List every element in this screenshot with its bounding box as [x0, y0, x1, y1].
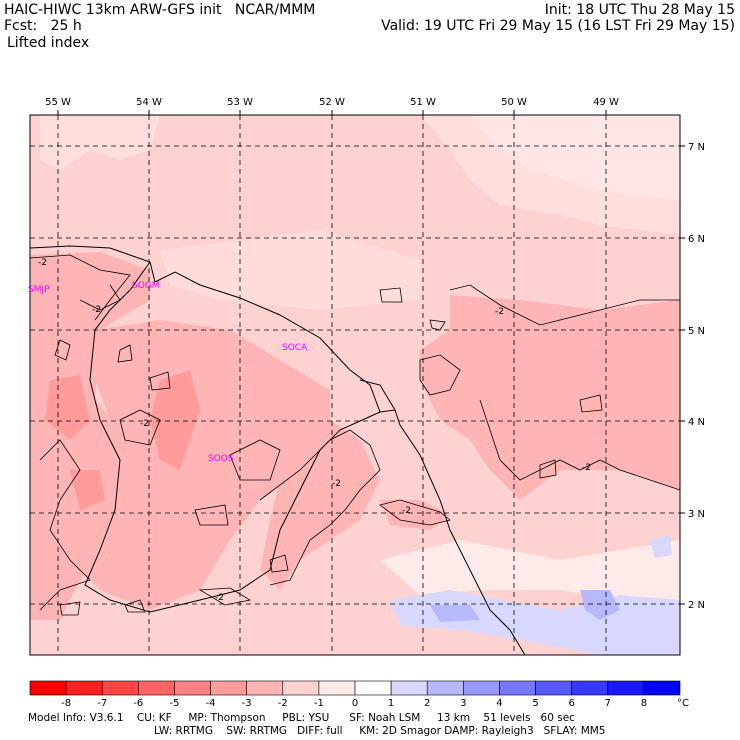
lat-label: 3 N	[688, 509, 705, 520]
contour-label: -2	[215, 593, 224, 603]
colorbar-tick-label: 2	[424, 698, 430, 709]
map-frame	[29, 114, 681, 656]
contour-label: -2	[38, 258, 47, 268]
colorbar-swatch	[607, 680, 645, 696]
lat-label: 7 N	[688, 142, 705, 153]
colorbar-tick-label: -1	[314, 698, 324, 709]
lon-label: 51 W	[410, 97, 436, 108]
contour-label: -2	[582, 463, 591, 473]
colorbar-tick-label: 3	[460, 698, 466, 709]
colorbar-tick-label: -3	[242, 698, 252, 709]
lon-label: 49 W	[593, 97, 619, 108]
colorbar-swatch	[246, 680, 284, 696]
contour-label: -2	[332, 479, 341, 489]
colorbar	[29, 680, 681, 696]
colorbar-tick-label: -5	[169, 698, 179, 709]
colorbar-swatch	[210, 680, 247, 696]
colorbar-tick-label: 7	[605, 698, 611, 709]
lon-label: 54 W	[136, 97, 162, 108]
colorbar-tick-label: -2	[278, 698, 288, 709]
colorbar-swatch	[571, 680, 609, 696]
colorbar-swatch	[499, 680, 536, 696]
colorbar-swatch	[535, 680, 572, 696]
colorbar-tick-label: 6	[568, 698, 574, 709]
colorbar-swatch	[643, 680, 681, 696]
lifted-index-field	[30, 115, 680, 655]
colorbar-swatch	[318, 680, 356, 696]
contour-label: -2	[140, 419, 149, 429]
init-time: Init: 18 UTC Thu 28 May 15	[544, 2, 735, 18]
model-info-line2: LW: RRTMG SW: RRTMG DIFF: full KM: 2D Sm…	[154, 725, 606, 737]
colorbar-unit: °C	[677, 698, 689, 709]
model-title: HAIC-HIWC 13km ARW-GFS init NCAR/MMM	[4, 2, 316, 18]
colorbar-swatch	[174, 680, 211, 696]
field-name: Lifted index	[7, 35, 90, 51]
colorbar-tick-label: 5	[532, 698, 538, 709]
colorbar-tick-label: -6	[133, 698, 143, 709]
contour-label: -2	[402, 506, 411, 516]
station-label-sogm: SOGM	[132, 281, 160, 291]
colorbar-tick-label: 8	[641, 698, 647, 709]
colorbar-swatch	[390, 680, 428, 696]
station-label-soos: SOOS	[208, 454, 234, 464]
colorbar-tick-label: 1	[388, 698, 394, 709]
colorbar-tick-label: 0	[352, 698, 358, 709]
colorbar-swatch	[29, 680, 67, 696]
colorbar-swatch	[101, 680, 139, 696]
colorbar-swatch	[426, 680, 464, 696]
colorbar-tick-label: -4	[206, 698, 216, 709]
valid-time: Valid: 19 UTC Fri 29 May 15 (16 LST Fri …	[381, 18, 735, 34]
lat-label: 6 N	[688, 234, 705, 245]
station-label-soca: SOCA	[282, 343, 308, 353]
contour-label: -2	[92, 305, 101, 315]
model-info-line1: Model Info: V3.6.1 CU: KF MP: Thompson P…	[28, 712, 575, 724]
lon-label: 55 W	[45, 97, 71, 108]
axis-ticks	[57, 110, 685, 605]
colorbar-tick-label: 4	[496, 698, 502, 709]
colorbar-swatch	[463, 680, 500, 696]
colorbar-tick-label: -7	[97, 698, 107, 709]
graticule	[30, 115, 680, 655]
lat-label: 4 N	[688, 417, 705, 428]
colorbar-tick-label: -8	[61, 698, 71, 709]
lon-label: 50 W	[501, 97, 527, 108]
colorbar-swatch	[282, 680, 320, 696]
lon-label: 53 W	[227, 97, 253, 108]
forecast-hour: Fcst: 25 h	[4, 18, 82, 34]
colorbar-swatch	[354, 680, 392, 696]
lon-label: 52 W	[319, 97, 345, 108]
colorbar-swatch	[138, 680, 175, 696]
lat-label: 5 N	[688, 326, 705, 337]
station-label-smjp: SMJP	[28, 285, 50, 295]
coastline-borders	[29, 245, 526, 656]
contour-label: -2	[495, 307, 504, 317]
lat-label: 2 N	[688, 600, 705, 611]
colorbar-swatch	[65, 680, 103, 696]
